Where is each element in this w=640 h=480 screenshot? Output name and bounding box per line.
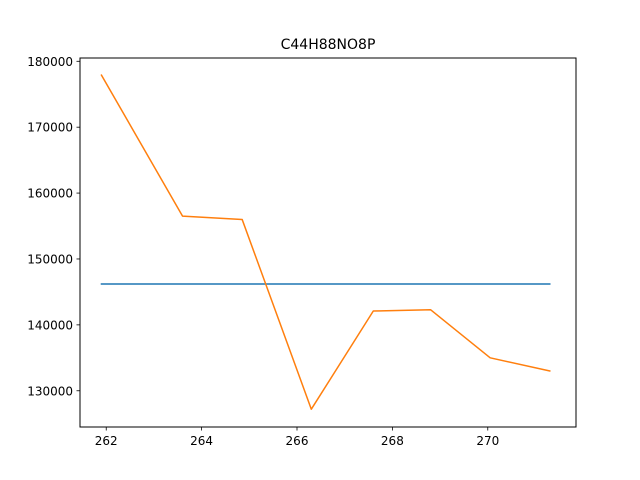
y-tick-label: 150000	[27, 252, 73, 266]
series-layer	[100, 74, 551, 410]
series-line-2	[100, 74, 551, 410]
x-tick-label: 270	[476, 434, 499, 448]
x-tick-label: 264	[190, 434, 213, 448]
y-tick-label: 180000	[27, 55, 73, 69]
x-tick-label: 262	[95, 434, 118, 448]
x-axis: 262 264 266 268 270	[95, 427, 499, 448]
y-tick-label: 160000	[27, 187, 73, 201]
chart-title: C44H88NO8P	[281, 37, 376, 53]
y-tick-label: 140000	[27, 318, 73, 332]
y-axis: 130000 140000 150000 160000 170000 180000	[27, 55, 80, 398]
x-tick-label: 266	[286, 434, 309, 448]
y-tick-label: 170000	[27, 121, 73, 135]
y-tick-label: 130000	[27, 384, 73, 398]
axes-frame	[79, 57, 577, 428]
plot-area	[79, 57, 577, 428]
x-tick-label: 268	[381, 434, 404, 448]
